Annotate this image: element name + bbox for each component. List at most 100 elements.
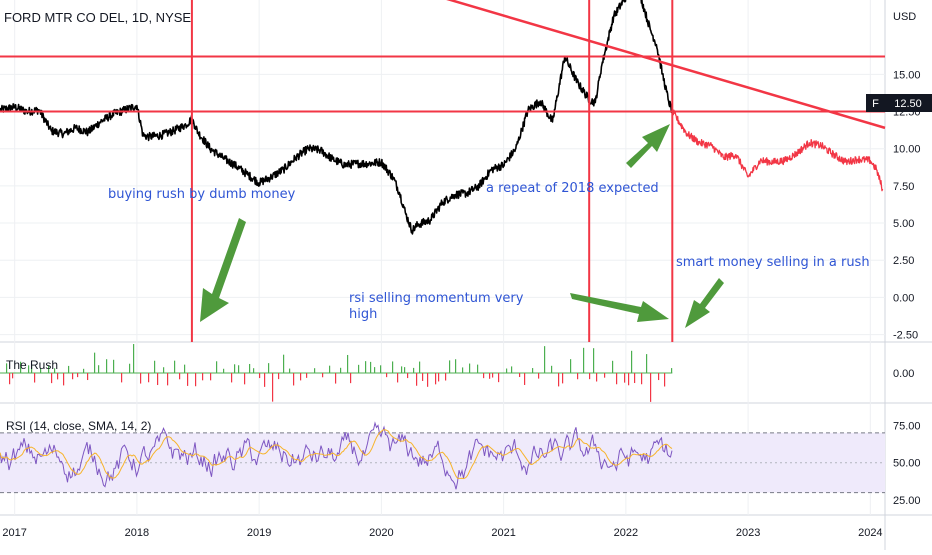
rush-bar-down [9,373,11,385]
rsi-axis[interactable]: 75.00 50.00 25.00 [893,420,921,507]
arrow-rsi-icon [570,293,669,322]
rush-bar-up [511,366,513,373]
rush-bar-down [167,373,169,386]
rush-bar-up [20,361,22,373]
rush-bar-up [358,364,360,373]
rush-bar-up [469,363,471,373]
rush-bar-down [140,373,142,384]
rush-bar-down [628,373,630,386]
rush-bar-up [223,368,225,373]
last-price-text: 12.50 [894,98,922,110]
rush-bar-up [671,368,673,373]
rush-bar-up [106,359,108,373]
price-tick-label: 7.50 [893,181,914,193]
rush-bar-down [306,373,308,378]
rush-bar-down [300,373,302,381]
rsi-lines [0,421,673,490]
rush-bar-down [72,373,74,380]
rush-bar-down [422,373,424,381]
rush-bar-up [449,360,451,373]
rush-bar-down [438,373,440,382]
currency-label: USD [893,11,916,23]
rush-bar-up [347,354,349,373]
rsi-pane-label: RSI (14, close, SMA, 14, 2) [6,419,151,433]
annotation-repeat-2018: a repeat of 2018 expected [486,181,659,196]
price-tick-label: 10.00 [893,144,921,156]
time-tick-label: 2024 [858,527,882,539]
rush-bar-down [641,373,643,385]
rush-bar-down [87,373,89,381]
rush-bar-down [187,373,189,386]
rush-bar-up [184,364,186,373]
rush-bar-down [244,373,246,385]
rush-bar-down [558,373,560,387]
rush-bar-down [51,373,53,384]
rush-bar-up [129,363,131,373]
rush-bar-up [551,365,553,373]
grid [0,0,885,515]
rush-tick-label: 0.00 [893,368,914,380]
rush-bar-up [506,368,508,373]
rush-bar-up [48,365,50,373]
rsi-line [0,421,673,490]
rush-bar-up [370,361,372,373]
rush-axis[interactable]: 0.00 [893,368,914,380]
rush-bar-down [210,373,212,381]
rush-bar-up [462,367,464,373]
price-axis[interactable]: 15.00 12.50 10.00 7.50 5.00 2.50 0.00 -2.50 [893,69,921,341]
rush-bar-up [631,350,633,373]
annotation-rsi-line1: rsi selling momentum very [349,291,524,306]
rush-bar-down [577,373,579,380]
rush-bar-down [278,373,280,380]
rush-bar-up [419,361,421,373]
rush-bar-up [238,365,240,373]
rush-bar-up [68,365,70,373]
rush-bar-down [483,373,485,379]
annotation-smart-money: smart money selling in a rush [676,255,870,270]
rush-bar-up [544,346,546,373]
rush-bars [0,344,673,402]
rush-bar-up [28,365,30,373]
rush-bar-down [589,373,591,380]
rush-bar-up [392,361,394,373]
rush-bar-up [216,361,218,373]
time-axis[interactable]: 2017 2018 2019 2020 2021 2022 2023 2024 [2,527,882,539]
rush-bar-up [365,361,367,373]
rsi-tick-label: 75.00 [893,420,921,432]
rush-bar-down [121,373,123,383]
rush-bar-up [253,368,255,373]
rush-bar-up [612,360,614,373]
rush-bar-up [113,359,115,373]
rush-bar-down [350,373,352,384]
rush-bar-up [532,368,534,373]
rush-bar-down [616,373,618,385]
last-price-label [885,94,932,112]
rush-bar-up [289,368,291,373]
rush-bar-up [40,368,42,373]
trendline [446,0,886,130]
rush-bar-up [455,359,457,373]
rush-bar-down [416,373,418,386]
rush-bar-down [293,373,295,386]
rush-bar-down [148,373,150,383]
rush-bar-down [202,373,204,381]
rush-bar-down [562,373,564,384]
rsi-tick-label: 25.00 [893,495,921,507]
rush-bar-down [407,373,409,379]
rush-bar-down [624,373,626,383]
drawings [0,0,886,342]
rush-bar-up [98,365,100,373]
rush-pane-label: The Rush [6,358,58,372]
rush-bar-down [179,373,181,380]
arrow-smart-money-icon [685,278,724,328]
price-tick-label: 0.00 [893,292,914,304]
price-tick-label: -2.50 [893,330,918,342]
time-tick-label: 2021 [491,527,515,539]
annotation-buying-rush: buying rush by dumb money [108,187,296,202]
rush-bar-down [658,373,660,381]
rush-bar-up [6,363,8,373]
rush-bar-up [593,348,595,373]
series-projection [671,109,884,192]
rush-bar-up [374,367,376,373]
